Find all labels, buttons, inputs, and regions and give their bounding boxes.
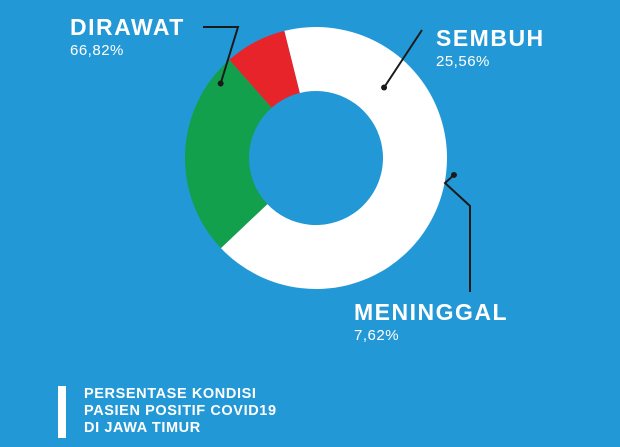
leader-line-sembuh [383, 29, 423, 89]
label-dirawat-name: DIRAWAT [70, 14, 185, 40]
slice-sembuh [185, 59, 272, 249]
label-sembuh: SEMBUH 25,56% [436, 26, 545, 71]
label-sembuh-value: 25,56% [436, 53, 490, 70]
leader-dot-sembuh [381, 84, 388, 91]
leader-dot-dirawat [217, 80, 224, 87]
slice-dirawat [220, 26, 448, 289]
leader-line-dirawat [203, 26, 240, 84]
caption-text: PERSENTASE KONDISI PASIEN POSITIF COVID1… [84, 386, 277, 437]
label-dirawat: DIRAWAT 66,82% [70, 15, 185, 60]
label-sembuh-name: SEMBUH [436, 25, 545, 51]
slice-meninggal [229, 30, 300, 108]
caption-line-1: PERSENTASE KONDISI [84, 386, 257, 402]
label-dirawat-value: 66,82% [70, 42, 124, 59]
caption-accent-bar [58, 386, 66, 438]
leader-line-meninggal [443, 174, 471, 292]
leader-dot-meninggal [450, 171, 457, 178]
label-meninggal-value: 7,62% [354, 327, 400, 344]
caption-line-3: DI JAWA TIMUR [84, 420, 201, 436]
label-meninggal-name: MENINGGAL [354, 299, 509, 325]
label-meninggal: MENINGGAL 7,62% [354, 300, 508, 345]
caption-line-2: PASIEN POSITIF COVID19 [84, 403, 277, 419]
